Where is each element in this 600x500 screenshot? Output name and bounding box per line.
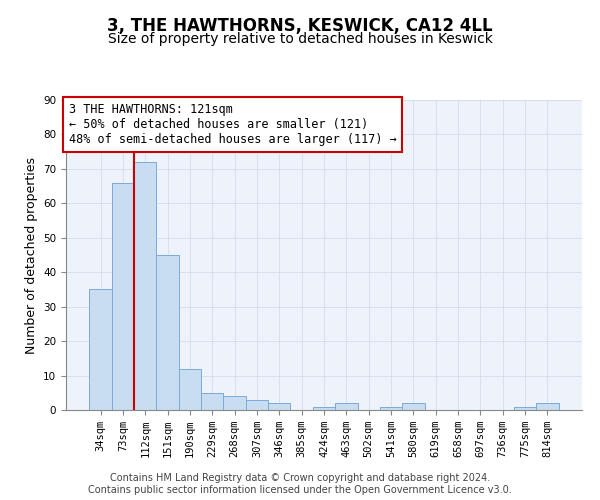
Bar [201, 393, 223, 410]
Bar [223, 396, 246, 410]
Bar [89, 290, 112, 410]
Bar [246, 400, 268, 410]
Bar [134, 162, 157, 410]
Y-axis label: Number of detached properties: Number of detached properties [25, 156, 38, 354]
Bar [112, 182, 134, 410]
Bar [335, 403, 358, 410]
Bar [514, 406, 536, 410]
Bar [536, 403, 559, 410]
Bar [402, 403, 425, 410]
Bar [380, 406, 402, 410]
Text: Contains HM Land Registry data © Crown copyright and database right 2024.
Contai: Contains HM Land Registry data © Crown c… [88, 474, 512, 495]
Bar [179, 368, 201, 410]
Text: 3, THE HAWTHORNS, KESWICK, CA12 4LL: 3, THE HAWTHORNS, KESWICK, CA12 4LL [107, 18, 493, 36]
Text: 3 THE HAWTHORNS: 121sqm
← 50% of detached houses are smaller (121)
48% of semi-d: 3 THE HAWTHORNS: 121sqm ← 50% of detache… [68, 103, 397, 146]
Bar [313, 406, 335, 410]
Bar [157, 255, 179, 410]
Text: Size of property relative to detached houses in Keswick: Size of property relative to detached ho… [107, 32, 493, 46]
Bar [268, 403, 290, 410]
